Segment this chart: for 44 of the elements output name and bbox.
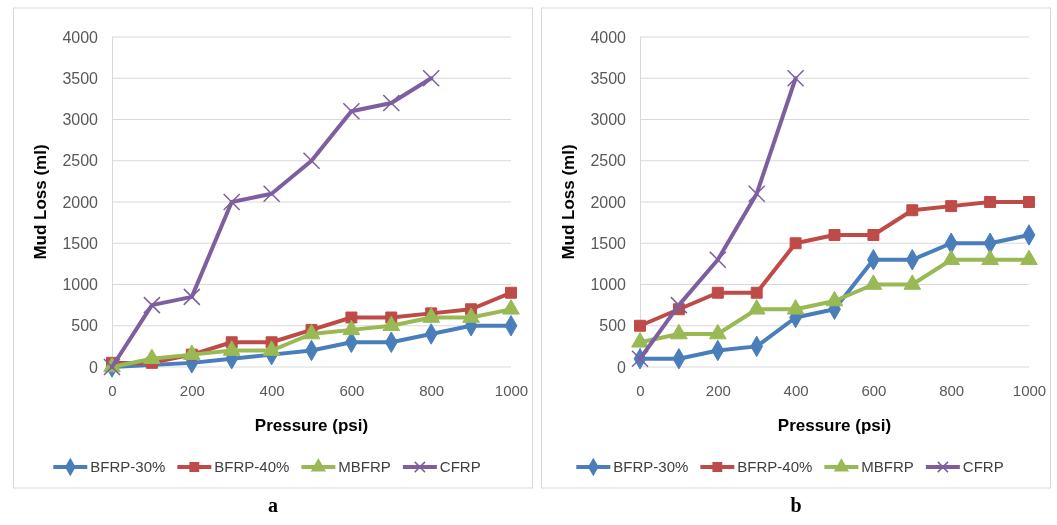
y-tick-label: 1500 <box>590 234 627 252</box>
x-tick-label: 600 <box>339 381 365 399</box>
legend-label: BFRP-40% <box>737 458 813 475</box>
text: b <box>790 494 802 516</box>
legend-label: BFRP-30% <box>613 458 689 475</box>
y-axis-title: Mud Loss (ml) <box>31 144 50 260</box>
y-tick-label: 2000 <box>590 193 627 211</box>
legend-label: CFRP <box>439 458 481 475</box>
x-tick-label: 200 <box>179 381 205 399</box>
y-tick-label: 4000 <box>590 28 627 46</box>
x-tick-label: 0 <box>636 381 645 399</box>
text: a <box>268 494 278 516</box>
y-tick-label: 500 <box>71 317 99 335</box>
y-tick-label: 3500 <box>62 69 99 87</box>
y-tick-label: 0 <box>89 358 99 376</box>
y-tick-label: 0 <box>617 358 627 376</box>
legend-label: BFRP-30% <box>90 458 166 475</box>
x-tick-label: 0 <box>108 381 117 399</box>
y-tick-label: 2500 <box>590 152 627 170</box>
x-tick-label: 200 <box>705 381 731 399</box>
legend-label: MBFRP <box>338 458 391 475</box>
legend-label: MBFRP <box>861 458 914 475</box>
y-tick-label: 1500 <box>62 234 99 252</box>
y-tick-label: 2000 <box>62 193 99 211</box>
x-tick-label: 600 <box>861 381 887 399</box>
y-tick-label: 1000 <box>590 276 627 294</box>
y-tick-label: 3000 <box>62 111 99 129</box>
legend-label: BFRP-40% <box>214 458 290 475</box>
x-axis-title: Pressure (psi) <box>254 416 369 435</box>
y-tick-label: 1000 <box>62 276 99 294</box>
x-tick-label: 1000 <box>1012 381 1047 399</box>
y-tick-label: 500 <box>599 317 627 335</box>
y-tick-label: 3500 <box>590 69 627 87</box>
y-tick-label: 4000 <box>62 28 99 46</box>
x-tick-label: 1000 <box>494 381 529 399</box>
y-tick-label: 2500 <box>62 152 99 170</box>
legend-label: CFRP <box>962 458 1004 475</box>
x-tick-label: 800 <box>939 381 965 399</box>
x-tick-label: 400 <box>783 381 809 399</box>
x-tick-label: 800 <box>419 381 445 399</box>
x-tick-label: 400 <box>259 381 285 399</box>
y-axis-title: Mud Loss (ml) <box>559 144 578 260</box>
y-tick-label: 3000 <box>590 111 627 129</box>
x-axis-title: Pressure (psi) <box>777 416 892 435</box>
